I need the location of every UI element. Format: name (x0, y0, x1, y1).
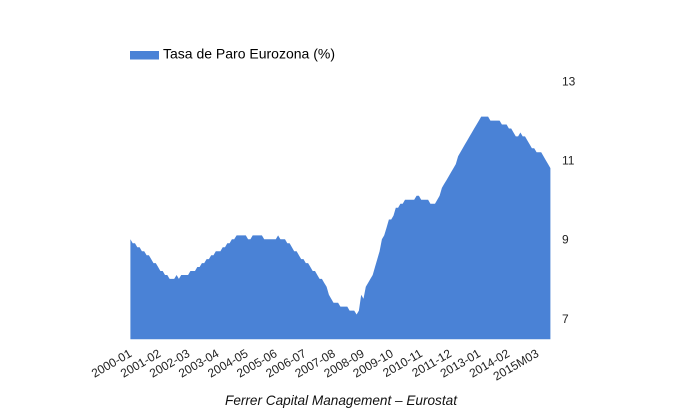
svg-text:Tasa de Paro Eurozona (%): Tasa de Paro Eurozona (%) (163, 46, 335, 62)
svg-text:7: 7 (562, 312, 569, 326)
svg-text:Ferrer Capital Management – Eu: Ferrer Capital Management – Eurostat (225, 393, 458, 408)
svg-text:11: 11 (562, 154, 575, 168)
svg-text:13: 13 (562, 75, 576, 89)
svg-text:9: 9 (562, 233, 569, 247)
